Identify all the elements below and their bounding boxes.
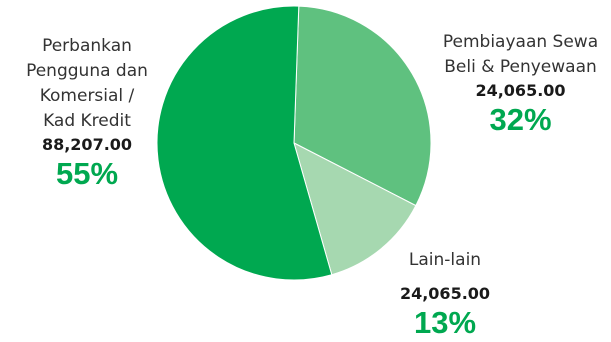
slice-others [293,142,417,276]
slice-value: 88,207.00 [41,135,133,154]
slice-label: Pembiayaan Sewa Beli & Penyewaan [442,32,599,77]
callout-consumer-commercial-banking: Perbankan Pengguna dan Komersial / Kad K… [12,34,162,192]
slice-hire-purchase-leasing [293,5,432,207]
callout-hire-purchase-leasing: Pembiayaan Sewa Beli & Penyewaan 24,065.… [428,30,611,138]
slice-percent: 13% [413,305,477,340]
slice-label: Lain-lain [408,250,482,270]
slice-consumer-commercial-banking [156,5,333,281]
slice-value: 24,065.00 [399,284,491,303]
slice-percent: 32% [489,102,552,137]
slice-percent: 55% [55,156,119,191]
slice-label: Perbankan Pengguna dan Komersial / Kad K… [26,36,148,131]
callout-others: Lain-lain 24,065.00 13% [380,248,510,341]
slice-value: 24,065.00 [475,81,566,100]
